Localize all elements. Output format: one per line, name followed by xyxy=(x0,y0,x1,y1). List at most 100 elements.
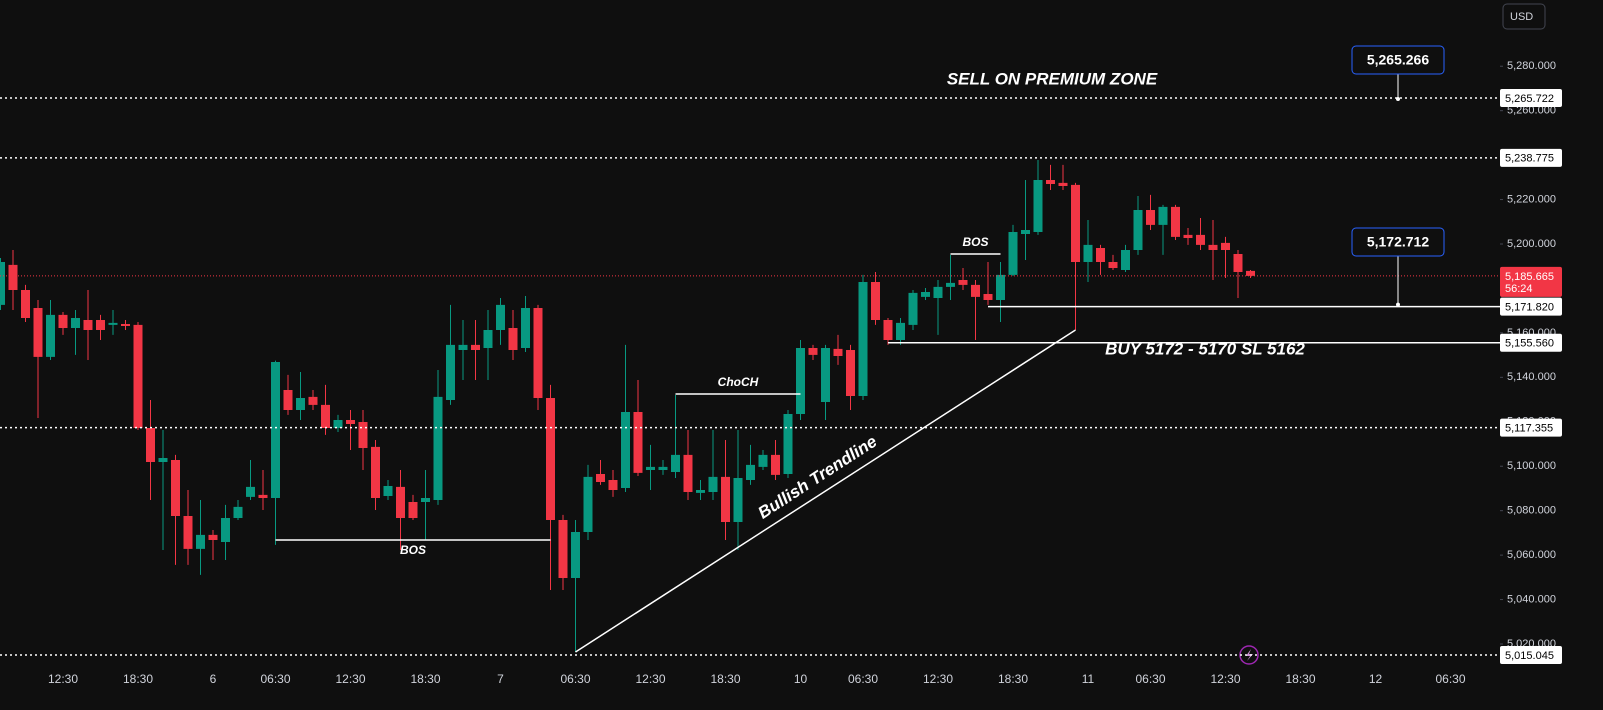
candle-body xyxy=(333,420,343,428)
candle-body xyxy=(358,422,368,448)
candle-body xyxy=(258,494,268,498)
candle-body xyxy=(183,516,193,549)
candle-body xyxy=(958,280,968,285)
candle-body xyxy=(1033,180,1043,232)
candle-body xyxy=(1246,270,1255,276)
candle-body xyxy=(1121,250,1130,270)
structure-label: ChoCH xyxy=(718,375,759,389)
candle-body xyxy=(883,320,893,340)
level-label: 5,238.775 xyxy=(1505,153,1554,165)
y-tick-label: 5,140.000 xyxy=(1507,371,1556,383)
candle-body xyxy=(796,348,805,414)
candle-body xyxy=(46,314,55,357)
y-tick-label: 5,220.000 xyxy=(1507,193,1556,205)
candle-body xyxy=(658,466,668,470)
candle-body xyxy=(446,344,455,400)
candle-body xyxy=(1096,248,1105,262)
candle-body xyxy=(383,486,393,496)
level-label-box xyxy=(1500,333,1562,352)
candle-body xyxy=(71,318,80,328)
level-label-box xyxy=(1500,418,1562,437)
x-tick-label: 06:30 xyxy=(560,672,590,686)
x-tick-label: 18:30 xyxy=(710,672,740,686)
candle-body xyxy=(196,534,205,549)
level-label: 5,171.820 xyxy=(1505,302,1554,314)
callout-box xyxy=(1351,45,1445,75)
candle-body xyxy=(821,348,830,402)
candle-body xyxy=(21,290,30,318)
candle-body xyxy=(58,314,68,328)
candle-body xyxy=(808,348,818,355)
candle-body xyxy=(546,398,555,520)
candle-body xyxy=(121,324,130,326)
candle-body xyxy=(983,294,993,300)
x-tick-label: 06:30 xyxy=(848,672,878,686)
candle-body xyxy=(321,404,330,428)
candle-body xyxy=(846,350,855,396)
candle-body xyxy=(633,412,643,473)
candle-body xyxy=(1021,230,1030,234)
last-price-box xyxy=(1500,266,1562,297)
callout-anchor xyxy=(1396,302,1400,307)
candle-body xyxy=(1008,232,1018,275)
last-price-label: 5,185.665 xyxy=(1505,271,1554,283)
annotation: BUY 5172 - 5170 SL 5162 xyxy=(1105,339,1305,358)
candle-body xyxy=(508,328,518,350)
candle-body xyxy=(33,308,43,357)
y-tick-label: 5,200.000 xyxy=(1507,238,1556,250)
candle-body xyxy=(1171,206,1180,237)
candle-body xyxy=(908,292,918,325)
candle-body xyxy=(271,362,280,498)
candle-body xyxy=(133,324,143,428)
candle-body xyxy=(771,454,780,475)
candle-body xyxy=(0,262,5,305)
candle-body xyxy=(396,486,405,518)
level-label: 5,015.045 xyxy=(1505,650,1554,662)
x-tick-label: 12 xyxy=(1369,672,1383,686)
candle-body xyxy=(833,348,843,356)
candle-body xyxy=(583,476,593,532)
callout-label: 5,172.712 xyxy=(1367,234,1429,250)
candle-body xyxy=(108,322,118,325)
y-tick-label: 5,260.000 xyxy=(1507,105,1556,117)
candle-body xyxy=(296,398,305,410)
candle-body xyxy=(483,330,493,348)
candle-body xyxy=(571,532,580,578)
candle-body xyxy=(433,396,443,500)
candle-body xyxy=(871,282,880,320)
x-tick-label: 18:30 xyxy=(1285,672,1315,686)
x-tick-label: 12:30 xyxy=(923,672,953,686)
x-tick-label: 18:30 xyxy=(123,672,153,686)
x-tick-label: 7 xyxy=(497,672,504,686)
currency: USD xyxy=(1510,11,1533,23)
candle-body xyxy=(1108,262,1118,268)
candle-body xyxy=(721,476,730,522)
candle-body xyxy=(96,320,105,330)
x-tick-label: 12:30 xyxy=(1210,672,1240,686)
callout-anchor xyxy=(1396,96,1400,101)
candle-body xyxy=(1221,242,1230,250)
candle-body xyxy=(1196,234,1205,245)
candle-body xyxy=(708,476,718,492)
level-label: 5,155.560 xyxy=(1505,338,1554,350)
candle-body xyxy=(146,428,155,462)
candle-body xyxy=(733,478,743,522)
candle-body xyxy=(608,480,618,490)
candle-body xyxy=(208,534,218,540)
candle-body xyxy=(896,322,905,340)
candle-body xyxy=(671,454,680,472)
candle-body xyxy=(221,518,230,542)
candle-body xyxy=(783,414,793,474)
x-tick-label: 6 xyxy=(210,672,217,686)
y-tick-label: 5,100.000 xyxy=(1507,460,1556,472)
trendline xyxy=(575,329,1076,653)
candle-body xyxy=(8,264,18,290)
candle-body xyxy=(458,344,468,350)
event-icon-bolt xyxy=(1246,649,1253,661)
candle-body xyxy=(233,506,243,518)
x-tick-label: 12:30 xyxy=(335,672,365,686)
level-label: 5,265.722 xyxy=(1505,93,1554,105)
candle-body xyxy=(1058,182,1068,186)
candle-body xyxy=(933,286,943,298)
y-tick-label: 5,280.000 xyxy=(1507,60,1556,72)
